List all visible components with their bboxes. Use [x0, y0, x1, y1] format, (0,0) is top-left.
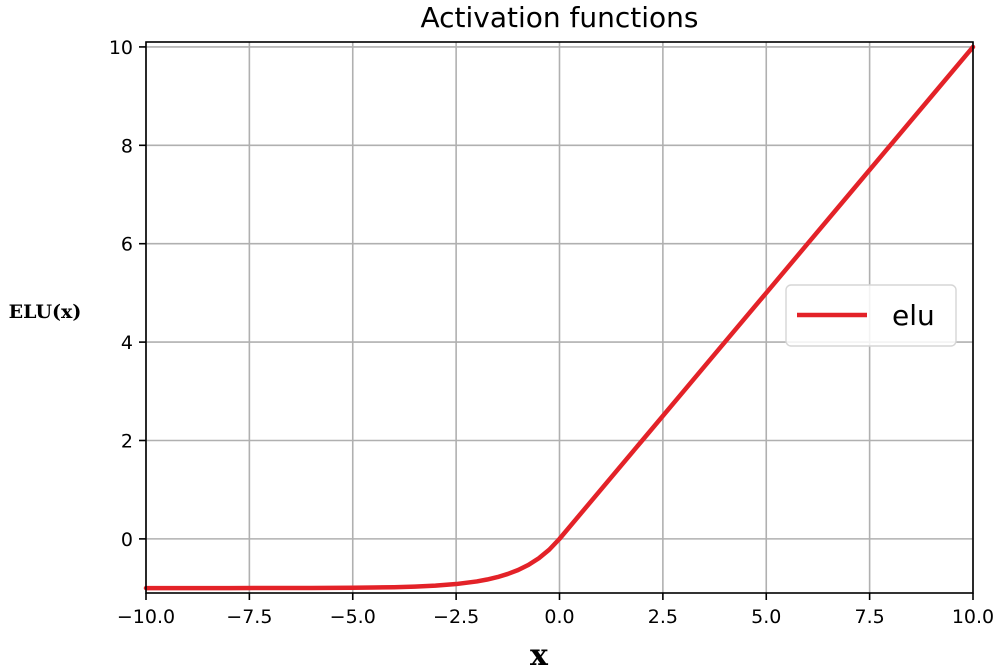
legend-label-elu: elu [892, 299, 935, 332]
x-axis-label: x [530, 638, 549, 669]
grid [145, 42, 974, 593]
x-tick-label: −5.0 [330, 606, 376, 628]
series-layer [143, 44, 976, 591]
y-tick-label: 8 [121, 135, 133, 157]
y-tick-label: 10 [109, 37, 133, 59]
y-axis-label: ELU(x) [9, 301, 82, 323]
x-tick-label: −10.0 [117, 606, 175, 628]
legend: elu [785, 284, 957, 347]
y-tick-label: 2 [121, 430, 133, 452]
y-tick-label: 0 [121, 529, 133, 551]
x-tick-label: 0.0 [544, 606, 574, 628]
legend-box [785, 284, 957, 347]
x-tick-label: 2.5 [648, 606, 678, 628]
x-tick-label: 10.0 [952, 606, 994, 628]
y-tick-label: 4 [121, 332, 133, 354]
chart-title: Activation functions [420, 1, 698, 34]
x-tick-label: −2.5 [433, 606, 479, 628]
x-tick-label: −7.5 [226, 606, 272, 628]
x-tick-label: 5.0 [751, 606, 781, 628]
series-line-elu [143, 44, 976, 591]
ticks: −10.0 −7.5 −5.0 −2.5 0.0 2.5 5.0 7.5 10.0 0 2 4 6 8 10 [109, 37, 994, 628]
y-tick-label: 6 [121, 234, 133, 256]
x-tick-label: 7.5 [855, 606, 885, 628]
